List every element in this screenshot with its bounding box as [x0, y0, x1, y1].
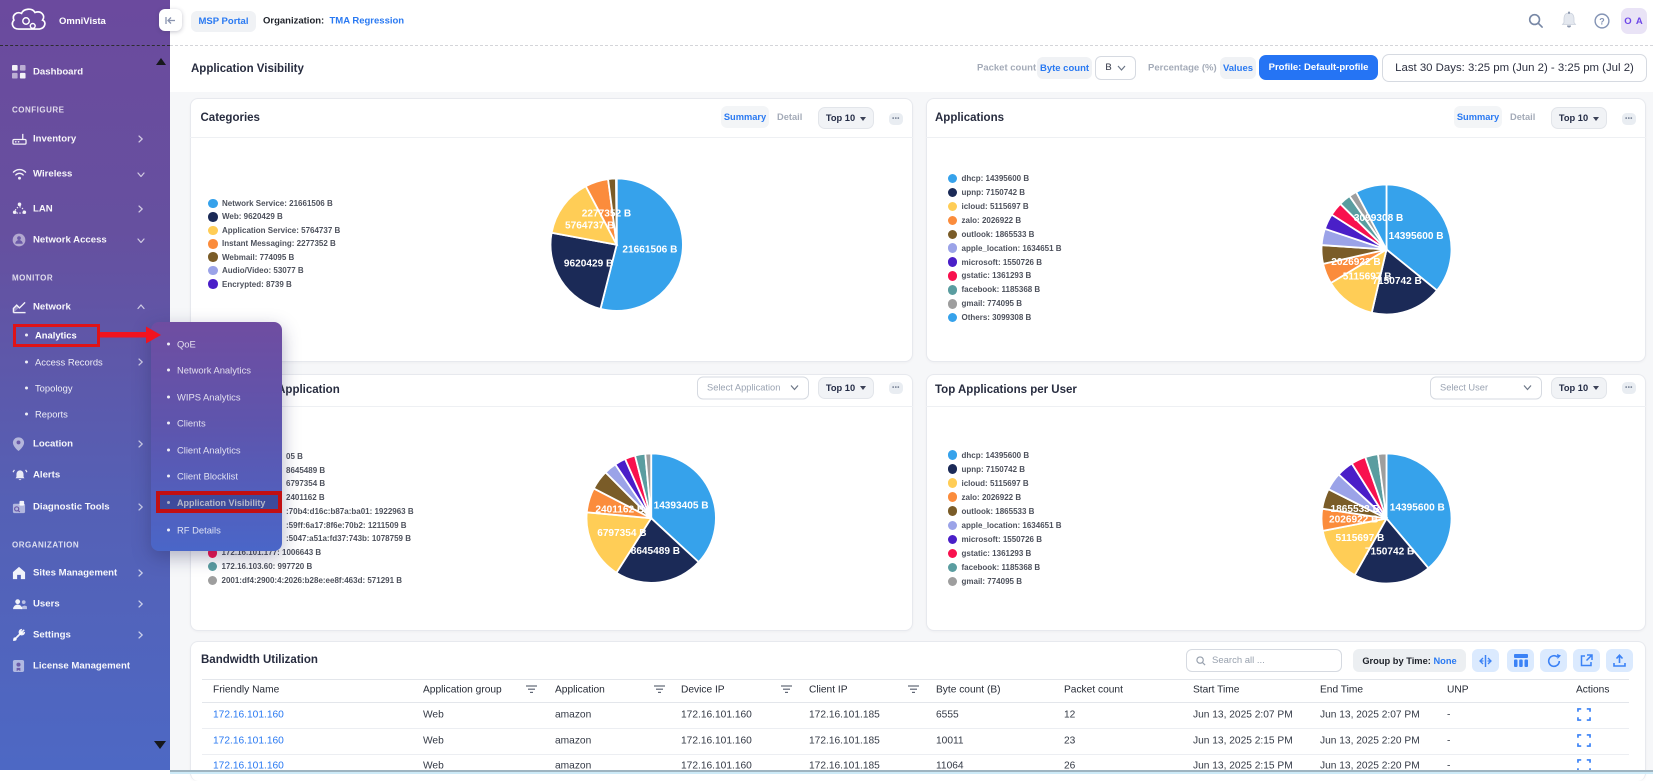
svg-text:14395600 B: 14395600 B — [1388, 231, 1443, 242]
svg-text:6797354 B: 6797354 B — [597, 528, 646, 539]
svg-text:5764737 B: 5764737 B — [565, 220, 614, 231]
svg-text:2401162 B: 2401162 B — [595, 504, 644, 515]
svg-text:7150742 B: 7150742 B — [1365, 547, 1414, 558]
svg-text:14393405 B: 14393405 B — [654, 500, 709, 511]
svg-text:5115697 B: 5115697 B — [1335, 533, 1384, 544]
svg-text:7150742 B: 7150742 B — [1372, 276, 1421, 287]
svg-text:5115697 B: 5115697 B — [1342, 272, 1391, 283]
svg-text:?: ? — [1599, 16, 1604, 26]
svg-text:14395600 B: 14395600 B — [1390, 503, 1445, 514]
svg-text:2277352 B: 2277352 B — [582, 208, 631, 219]
svg-text:3099308 B: 3099308 B — [1353, 213, 1402, 224]
svg-text:2026922 B: 2026922 B — [1329, 515, 1378, 526]
svg-text:8645489 B: 8645489 B — [631, 546, 680, 557]
svg-text:21661506 B: 21661506 B — [622, 244, 677, 255]
svg-text:1865533 B: 1865533 B — [1331, 504, 1380, 515]
svg-text:9620429 B: 9620429 B — [564, 258, 613, 269]
svg-text:2026922 B: 2026922 B — [1331, 257, 1380, 268]
